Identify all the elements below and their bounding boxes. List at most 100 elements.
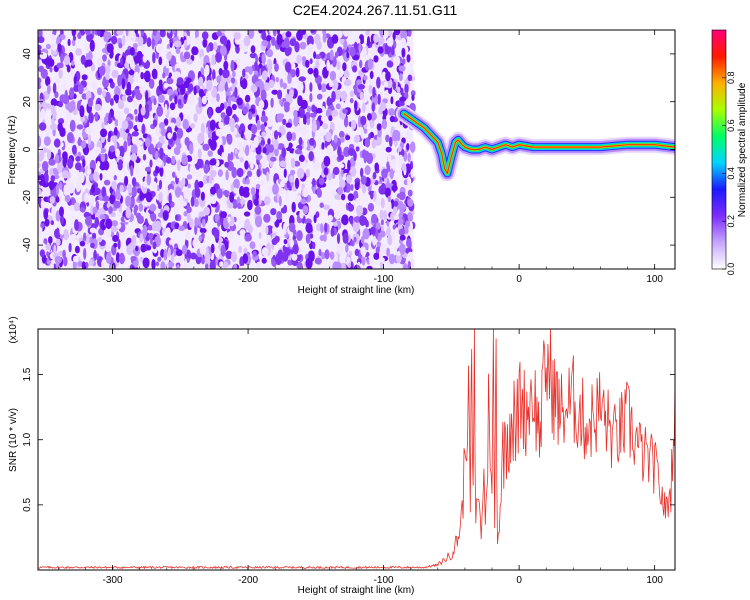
noise-speckle: [258, 232, 262, 239]
noise-speckle: [216, 93, 220, 103]
noise-speckle: [139, 190, 144, 202]
noise-speckle: [381, 168, 388, 179]
noise-speckle: [146, 173, 151, 186]
noise-speckle: [113, 242, 118, 248]
noise-speckle: [73, 202, 80, 212]
noise-speckle: [135, 115, 139, 123]
noise-speckle: [210, 186, 216, 195]
noise-speckle: [334, 89, 342, 100]
noise-speckle: [44, 172, 49, 184]
noise-speckle: [285, 122, 292, 128]
noise-speckle: [52, 109, 57, 120]
noise-speckle: [50, 98, 58, 107]
noise-speckle: [293, 115, 299, 127]
noise-speckle: [158, 179, 163, 190]
noise-speckle: [202, 143, 210, 151]
noise-speckle: [398, 154, 404, 164]
noise-speckle: [175, 214, 179, 221]
noise-speckle: [158, 122, 166, 129]
noise-speckle: [47, 58, 55, 68]
noise-speckle: [164, 186, 169, 197]
noise-speckle: [313, 51, 317, 59]
snr-background: [38, 329, 675, 570]
noise-speckle: [370, 111, 377, 121]
noise-speckle: [63, 55, 71, 66]
noise-speckle: [266, 35, 272, 41]
noise-speckle: [167, 30, 171, 34]
noise-speckle: [117, 100, 125, 110]
noise-speckle: [85, 126, 92, 135]
noise-speckle: [219, 261, 224, 268]
noise-speckle: [200, 122, 205, 135]
noise-speckle: [38, 175, 45, 181]
noise-speckle: [90, 242, 95, 249]
noise-speckle: [348, 250, 353, 257]
noise-speckle: [247, 30, 255, 39]
colorbar-tick-label: 0.8: [726, 72, 736, 85]
spectrogram-y-label: Frequency (Hz): [7, 116, 18, 185]
noise-speckle: [145, 191, 153, 203]
noise-speckle: [286, 131, 293, 142]
noise-speckle: [100, 128, 108, 138]
noise-speckle: [177, 98, 182, 106]
noise-speckle: [290, 157, 296, 169]
noise-speckle: [331, 155, 338, 161]
noise-speckle: [283, 168, 287, 178]
noise-speckle: [392, 55, 401, 67]
noise-speckle: [144, 218, 148, 227]
noise-speckle: [40, 222, 45, 229]
noise-speckle: [230, 151, 234, 161]
noise-speckle: [311, 104, 316, 113]
noise-speckle: [292, 229, 297, 236]
noise-speckle: [367, 202, 375, 212]
noise-speckle: [186, 174, 193, 180]
noise-speckle: [271, 238, 278, 246]
noise-speckle: [398, 228, 406, 236]
noise-speckle: [386, 161, 390, 170]
noise-speckle: [327, 98, 334, 104]
noise-speckle: [229, 192, 235, 203]
noise-speckle: [274, 130, 279, 140]
noise-speckle: [242, 106, 248, 115]
noise-speckle: [322, 234, 327, 242]
noise-speckle: [135, 163, 139, 175]
noise-speckle: [286, 180, 291, 189]
noise-speckle: [46, 251, 50, 257]
noise-speckle: [80, 140, 87, 149]
noise-speckle: [191, 46, 199, 56]
noise-speckle: [186, 212, 192, 222]
noise-speckle: [204, 64, 210, 77]
noise-speckle: [126, 54, 134, 64]
noise-speckle: [149, 78, 155, 89]
noise-speckle: [38, 136, 41, 148]
noise-speckle: [327, 214, 333, 222]
noise-speckle: [396, 250, 401, 257]
noise-speckle: [102, 77, 109, 88]
noise-speckle: [94, 103, 102, 111]
noise-speckle: [124, 128, 130, 134]
noise-speckle: [241, 78, 248, 90]
noise-speckle: [67, 157, 74, 169]
noise-speckle: [386, 247, 390, 257]
noise-speckle: [131, 131, 139, 137]
noise-speckle: [203, 206, 211, 216]
noise-speckle: [256, 119, 261, 131]
noise-speckle: [193, 86, 197, 96]
noise-speckle: [72, 255, 79, 263]
noise-speckle: [153, 97, 157, 106]
noise-speckle: [134, 108, 138, 115]
noise-speckle: [128, 69, 135, 76]
noise-speckle: [266, 58, 273, 70]
noise-speckle: [369, 70, 374, 80]
noise-speckle: [284, 61, 292, 73]
noise-speckle: [368, 84, 373, 94]
noise-speckle: [208, 138, 212, 147]
noise-speckle: [270, 208, 277, 216]
noise-speckle: [256, 168, 261, 178]
noise-speckle: [295, 194, 302, 204]
noise-speckle: [376, 241, 382, 248]
noise-speckle: [384, 187, 391, 198]
noise-speckle: [193, 113, 198, 123]
noise-speckle: [194, 217, 199, 227]
noise-speckle: [145, 137, 151, 148]
